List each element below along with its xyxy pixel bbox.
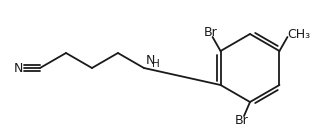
Text: N: N [13,61,23,75]
Text: N: N [146,53,155,67]
Text: CH₃: CH₃ [288,28,311,41]
Text: Br: Br [204,26,217,39]
Text: Br: Br [235,114,249,127]
Text: H: H [152,59,160,69]
